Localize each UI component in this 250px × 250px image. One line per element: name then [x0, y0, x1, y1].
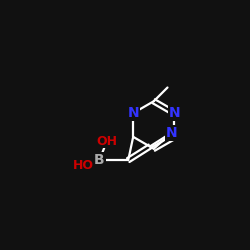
Text: B: B: [94, 153, 105, 167]
Text: N: N: [127, 106, 139, 120]
Text: HO: HO: [73, 158, 94, 172]
Text: OH: OH: [96, 135, 117, 148]
Text: N: N: [166, 126, 177, 140]
Text: N: N: [168, 106, 180, 120]
